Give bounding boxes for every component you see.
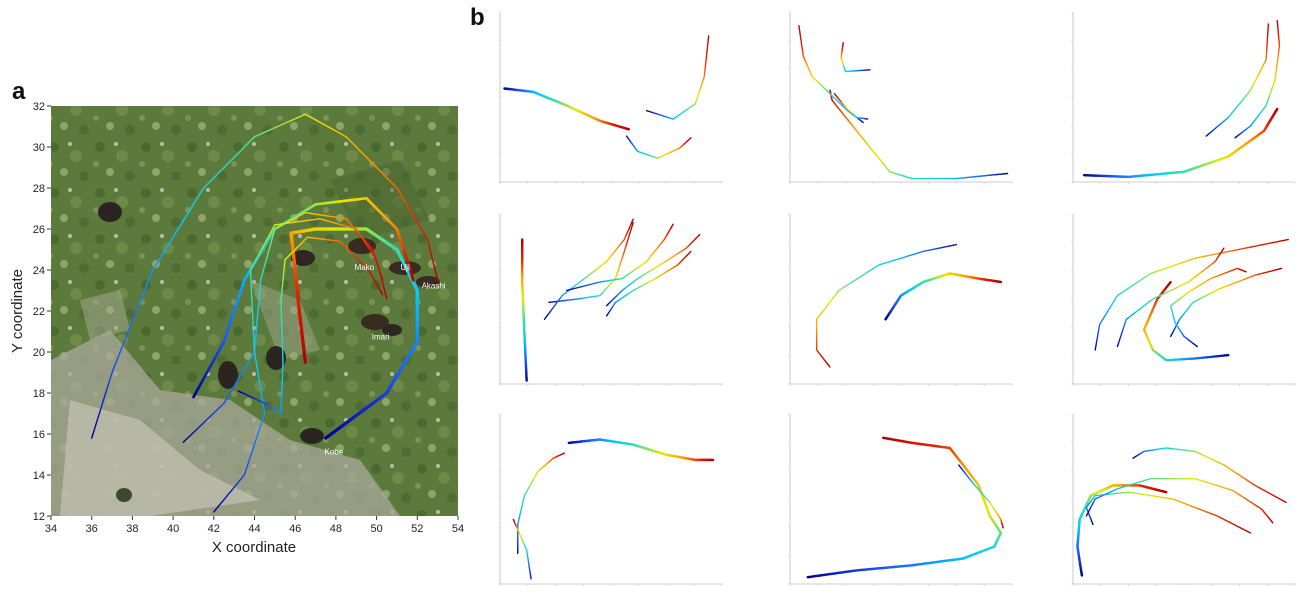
small-plot-4-trajectory-2 xyxy=(548,221,634,304)
small-plot-2-trajectory-1 xyxy=(829,89,1009,180)
small-plot-2 xyxy=(788,11,1013,184)
x-tick-label: 48 xyxy=(330,523,342,535)
y-axis-label: Y coordinate xyxy=(9,269,26,353)
small-plot-6 xyxy=(1071,213,1296,386)
x-tick-label: 42 xyxy=(208,523,220,535)
small-plot-1-trajectory-1 xyxy=(503,87,630,131)
y-tick-label: 14 xyxy=(33,470,45,482)
panel-label-b: b xyxy=(470,4,485,31)
x-tick-label: 44 xyxy=(248,523,260,535)
x-axis-label: X coordinate xyxy=(212,539,296,556)
y-tick-label: 12 xyxy=(33,511,45,523)
small-plot-9-trajectory-1 xyxy=(1076,484,1168,577)
small-plot-1-trajectory-3 xyxy=(625,135,692,159)
small-plot-5-trajectory-1 xyxy=(884,272,1003,321)
small-plot-1 xyxy=(498,11,723,184)
horse-label: Akashi xyxy=(422,281,446,290)
horse-label: Kobe xyxy=(325,448,344,457)
small-plot-9-trajectory-4 xyxy=(1132,447,1287,504)
x-tick-label: 36 xyxy=(86,523,98,535)
small-plot-6-trajectory-3 xyxy=(1116,247,1225,348)
small-plot-7-trajectory-2 xyxy=(517,452,566,555)
small-plot-4-trajectory-4 xyxy=(565,223,674,292)
small-plot-3 xyxy=(1071,11,1296,184)
small-plot-4-trajectory-1 xyxy=(521,238,528,382)
small-plot-8-trajectory-2 xyxy=(958,464,1004,529)
small-plot-4-trajectory-6 xyxy=(605,250,692,317)
small-plot-9-trajectory-3 xyxy=(1085,477,1274,524)
small-plot-2-trajectory-2 xyxy=(798,24,864,124)
y-tick-label: 30 xyxy=(33,142,45,154)
x-tick-label: 46 xyxy=(289,523,301,535)
main-trajectory-1 xyxy=(289,227,419,440)
y-tick-label: 18 xyxy=(33,388,45,400)
small-plot-5 xyxy=(788,213,1013,386)
x-tick-label: 50 xyxy=(370,523,382,535)
small-plot-4-trajectory-3 xyxy=(543,218,634,321)
aerial-photo-background xyxy=(51,106,458,516)
small-plot-6-trajectory-5 xyxy=(1170,267,1247,348)
y-tick-label: 20 xyxy=(33,347,45,359)
y-tick-label: 28 xyxy=(33,183,45,195)
small-plot-1-trajectory-2 xyxy=(645,35,710,120)
panel-label-a: a xyxy=(12,78,26,105)
small-plot-7 xyxy=(498,413,723,586)
small-plot-8 xyxy=(788,413,1013,586)
y-tick-label: 32 xyxy=(33,101,45,113)
x-tick-label: 38 xyxy=(126,523,138,535)
small-plot-8-trajectory-1 xyxy=(806,436,1003,579)
x-tick-label: 40 xyxy=(167,523,179,535)
small-plot-3-trajectory-2 xyxy=(1205,23,1270,137)
horse-label: Mako xyxy=(355,263,375,272)
small-plot-4-trajectory-5 xyxy=(605,233,701,307)
small-plot-9-trajectory-2 xyxy=(1085,491,1252,534)
small-plot-7-trajectory-3 xyxy=(512,518,532,580)
y-tick-label: 24 xyxy=(33,265,45,277)
small-plot-3-trajectory-3 xyxy=(1234,19,1281,139)
y-tick-label: 22 xyxy=(33,306,45,318)
y-tick-label: 16 xyxy=(33,429,45,441)
horse-label: Uji xyxy=(400,263,410,272)
small-plot-5-trajectory-2 xyxy=(815,243,958,368)
small-plot-6-trajectory-2 xyxy=(1094,238,1289,351)
x-tick-label: 52 xyxy=(411,523,423,535)
small-plot-7-trajectory-1 xyxy=(567,438,715,462)
small-plot-3-trajectory-1 xyxy=(1082,107,1279,179)
small-plot-2-trajectory-3 xyxy=(840,41,871,73)
main-trajectory-3 xyxy=(192,196,415,399)
small-plot-4 xyxy=(498,213,723,386)
main-trajectory-5 xyxy=(213,218,388,513)
y-tick-label: 26 xyxy=(33,224,45,236)
small-plot-6-trajectory-4 xyxy=(1170,267,1283,338)
horse-label: Imari xyxy=(372,333,390,342)
main-trajectory-6 xyxy=(237,236,384,415)
x-tick-label: 34 xyxy=(45,523,57,535)
small-plot-9 xyxy=(1071,413,1296,586)
main-trajectory-plot: 34 36 38 40 42 44 46 48 50 52 54 12 14 16 18 20 22 24 26 28… xyxy=(9,101,464,556)
x-tick-label: 54 xyxy=(452,523,464,535)
small-plot-2-trajectory-4 xyxy=(833,92,869,120)
main-trajectory-2 xyxy=(90,113,439,439)
